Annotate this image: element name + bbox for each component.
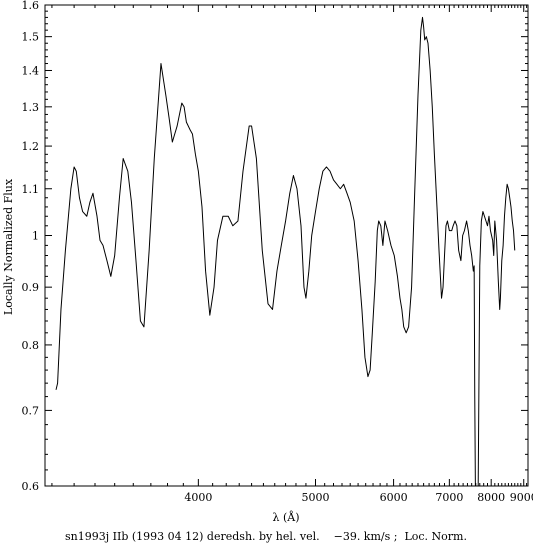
plot-frame xyxy=(44,4,529,487)
x-tick-label: 5000 xyxy=(301,491,329,504)
y-axis-label: Locally Normalized Flux xyxy=(2,178,15,315)
x-tick-label: 7000 xyxy=(435,491,463,504)
y-tick-label: 1.4 xyxy=(22,64,40,77)
x-tick-label: 4000 xyxy=(184,491,212,504)
y-tick-label: 0.9 xyxy=(22,281,40,294)
y-tick-label: 1.1 xyxy=(22,183,40,196)
y-tick-label: 1.2 xyxy=(22,140,40,153)
spectrum-line xyxy=(55,16,516,487)
x-axis-label: λ (Å) xyxy=(273,510,300,524)
y-tick-label: 1.3 xyxy=(22,101,40,114)
y-tick-label: 1.5 xyxy=(22,31,40,44)
y-axis-ticks: 0.6 0.7 0.8 0.9 1 1.1 1.2 1.3 1.4 1.5 1.6 xyxy=(22,0,528,493)
x-tick-label: 8000 xyxy=(477,491,505,504)
y-tick-label: 1.6 xyxy=(22,0,40,12)
y-tick-label: 1 xyxy=(32,229,39,242)
y-tick-label: 0.6 xyxy=(22,480,40,493)
y-tick-label: 0.7 xyxy=(22,404,40,417)
y-tick-label: 0.8 xyxy=(22,339,40,352)
x-tick-label: 6000 xyxy=(380,491,408,504)
chart-caption: sn1993j IIb (1993 04 12) deredsh. by hel… xyxy=(65,530,467,543)
